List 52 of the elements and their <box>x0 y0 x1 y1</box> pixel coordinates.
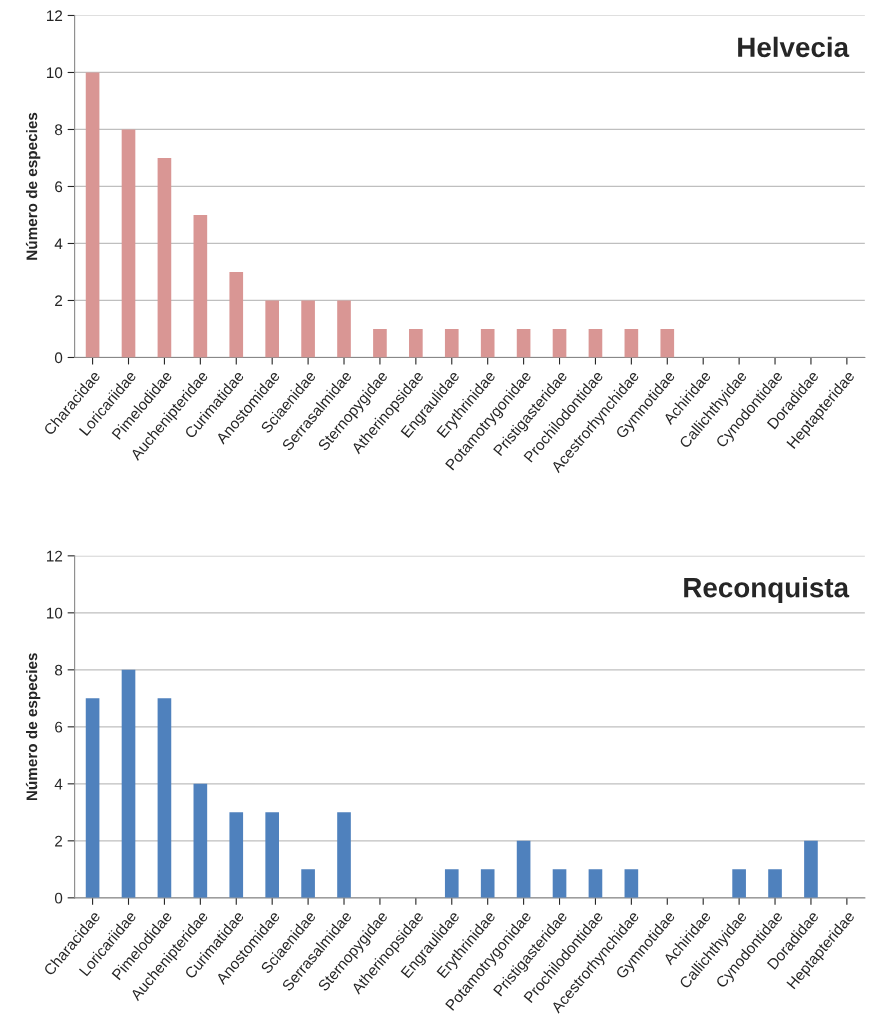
bar <box>624 328 639 358</box>
y-tick-label: 0 <box>54 892 63 904</box>
y-tick-label: 12 <box>47 10 63 22</box>
y-tick-label: 10 <box>47 607 63 619</box>
y-tick-label: 0 <box>54 352 63 364</box>
bar <box>265 300 279 358</box>
bar <box>552 869 567 898</box>
y-tick-label: 12 <box>47 550 63 562</box>
bar <box>373 328 387 358</box>
y-tick-label: 4 <box>54 778 63 790</box>
bar <box>444 328 459 358</box>
bar <box>229 271 244 358</box>
bar <box>301 300 315 358</box>
bar <box>768 869 782 898</box>
y-tick-label: 2 <box>55 835 63 847</box>
bar <box>516 840 531 898</box>
bar <box>337 300 351 358</box>
bar <box>552 328 567 358</box>
y-axis-title: Número de especies <box>25 653 41 801</box>
bar <box>588 869 603 898</box>
bar <box>480 328 495 358</box>
text: Reconquista <box>684 577 850 603</box>
bar <box>588 328 603 358</box>
bar <box>121 129 136 358</box>
bar <box>337 812 351 898</box>
bar <box>624 869 639 898</box>
bar <box>265 812 279 898</box>
bar <box>121 669 136 898</box>
bar <box>409 328 423 358</box>
y-tick-label: 2 <box>55 295 63 307</box>
y-tick-label: 4 <box>54 238 63 250</box>
bar <box>85 698 100 898</box>
bar <box>157 698 172 898</box>
bar <box>85 72 100 358</box>
bar <box>229 812 244 898</box>
bar <box>732 869 746 898</box>
bar <box>193 214 208 358</box>
y-tick-label: 10 <box>47 67 63 79</box>
y-tick-label: 6 <box>55 721 63 733</box>
bar <box>516 328 531 358</box>
bar <box>444 869 459 898</box>
bar <box>660 328 675 358</box>
y-tick-label: 8 <box>54 124 63 136</box>
bar <box>157 157 172 358</box>
text: Helvecia <box>738 36 850 58</box>
bar <box>804 840 818 898</box>
bar <box>480 869 495 898</box>
bar <box>301 869 315 898</box>
y-tick-label: 8 <box>54 664 63 676</box>
y-tick-label: 6 <box>55 181 63 193</box>
y-axis-title: Número de especies <box>25 112 41 260</box>
bar <box>193 783 208 898</box>
